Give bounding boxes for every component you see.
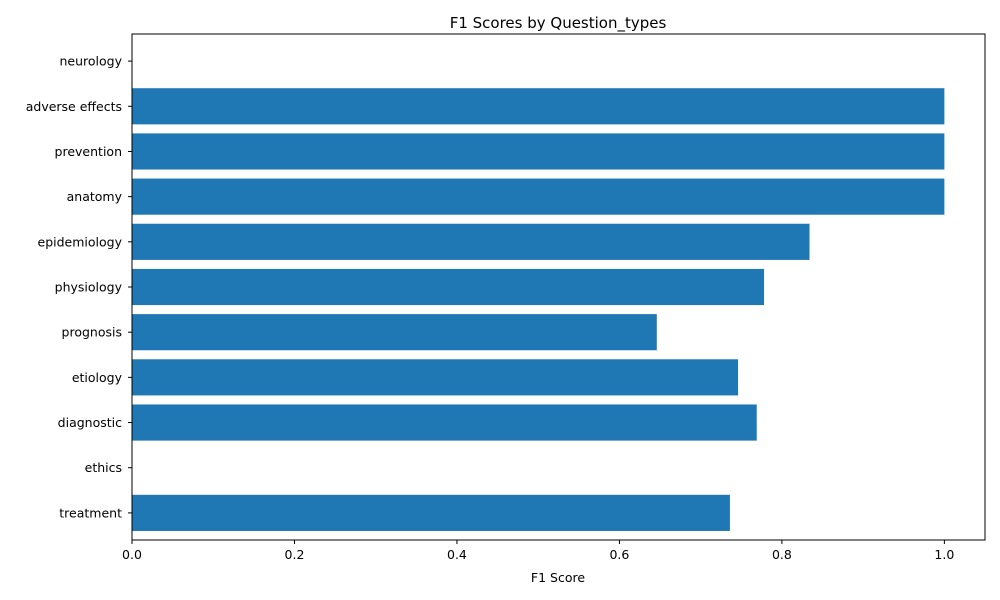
bars-layer [132, 88, 945, 531]
x-tick-label: 0.2 [285, 547, 305, 562]
bar-adverse-effects [132, 88, 945, 125]
y-tick-label: prognosis [62, 325, 122, 340]
bar-epidemiology [132, 223, 810, 260]
bar-diagnostic [132, 404, 757, 441]
y-tick-label: epidemiology [38, 234, 123, 249]
y-tick-label: physiology [55, 280, 123, 295]
bar-physiology [132, 268, 765, 306]
bar-prevention [132, 133, 945, 170]
y-tick-label: adverse effects [26, 99, 122, 114]
bar-anatomy [132, 178, 945, 215]
y-tick-label: prevention [55, 144, 122, 159]
x-tick-label: 0.6 [609, 547, 629, 562]
chart-title: F1 Scores by Question_types [450, 14, 667, 33]
x-axis-title: F1 Score [531, 570, 585, 585]
x-axis: 0.0 0.2 0.4 0.6 0.8 1.0 [122, 540, 954, 562]
x-tick-label: 1.0 [934, 547, 954, 562]
y-tick-label: neurology [60, 54, 123, 69]
bar-treatment [132, 494, 730, 531]
x-tick-label: 0.4 [447, 547, 467, 562]
x-tick-label: 0.8 [772, 547, 792, 562]
bar-prognosis [132, 314, 657, 351]
y-tick-label: etiology [72, 370, 123, 385]
y-axis: neurology adverse effects prevention anatom… [26, 54, 132, 520]
y-tick-label: treatment [59, 505, 122, 520]
plot-frame [131, 33, 986, 541]
y-tick-label: anatomy [67, 189, 123, 204]
x-tick-label: 0.0 [122, 547, 142, 562]
y-tick-label: ethics [85, 460, 122, 475]
y-tick-label: diagnostic [58, 415, 122, 430]
bar-etiology [132, 359, 739, 396]
